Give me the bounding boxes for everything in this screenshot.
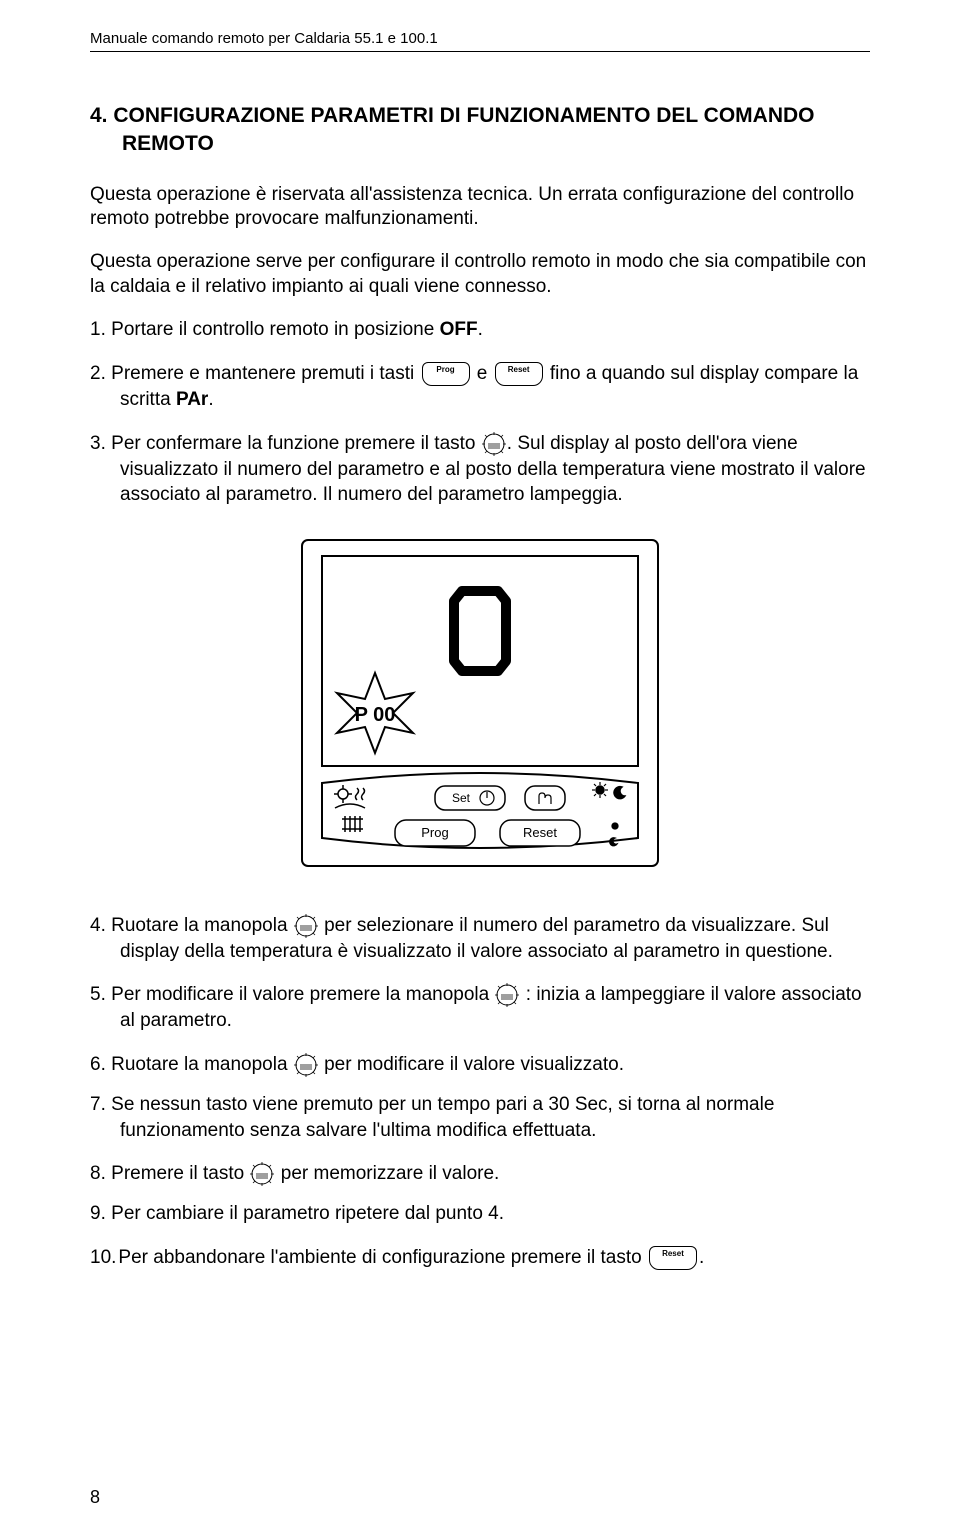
step2-par: PAr (176, 389, 208, 410)
step6-a: Ruotare la manopola (111, 1054, 293, 1075)
step3-a: Per confermare la funzione premere il ta… (111, 433, 481, 454)
step-8: Premere il tasto per memorizzare il valo… (90, 1161, 870, 1187)
step6-b: per modificare il valore visualizzato. (319, 1054, 624, 1075)
step1-a: Portare il controllo remoto in posizione (111, 319, 439, 340)
step2-b: e (472, 363, 493, 384)
step4-a: Ruotare la manopola (111, 915, 293, 936)
section-title: 4. CONFIGURAZIONE PARAMETRI DI FUNZIONAM… (90, 102, 870, 159)
step-10: 10.Per abbandonare l'ambiente di configu… (90, 1245, 870, 1271)
knob-icon (293, 913, 319, 939)
intro-para-1: Questa operazione è riservata all'assist… (90, 183, 870, 232)
step-4: Ruotare la manopola per selezionare il n… (90, 913, 870, 965)
step-5: Per modificare il valore premere la mano… (90, 982, 870, 1034)
page-number: 8 (90, 1487, 100, 1508)
device-set-label: Set (452, 791, 471, 805)
prog-label: Prog (423, 365, 469, 376)
device-prog-label: Prog (421, 825, 448, 840)
step-6: Ruotare la manopola per modificare il va… (90, 1052, 870, 1078)
intro-para-2: Questa operazione serve per configurare … (90, 250, 870, 299)
reset-label: Reset (496, 365, 542, 376)
device-illustration: P 00 Set (300, 538, 660, 873)
step2-a: Premere e mantenere premuti i tasti (111, 363, 419, 384)
knob-icon (249, 1161, 275, 1187)
step8-a: Premere il tasto (111, 1163, 249, 1184)
step-3: Per confermare la funzione premere il ta… (90, 431, 870, 508)
step10-a: Per abbandonare l'ambiente di configuraz… (118, 1247, 647, 1268)
knob-icon (481, 431, 507, 457)
section-title-l2: REMOTO (90, 130, 870, 158)
reset-button-icon: Reset (495, 361, 543, 387)
device-reset-label: Reset (523, 825, 557, 840)
step-9: Per cambiare il parametro ripetere dal p… (90, 1201, 870, 1227)
reset-button-icon: Reset (649, 1245, 697, 1271)
step5-a: Per modificare il valore premere la mano… (111, 984, 494, 1005)
step1-off: OFF (440, 319, 478, 340)
step1-b: . (478, 319, 483, 340)
step-7: Se nessun tasto viene premuto per un tem… (90, 1092, 870, 1143)
section-title-l1: CONFIGURAZIONE PARAMETRI DI FUNZIONAMENT… (113, 104, 814, 127)
step2-d: . (208, 389, 213, 410)
knob-icon (494, 982, 520, 1008)
prog-button-icon: Prog (422, 361, 470, 387)
step-1: Portare il controllo remoto in posizione… (90, 317, 870, 343)
page-header: Manuale comando remoto per Caldaria 55.1… (90, 30, 870, 52)
device-p-label: P 00 (355, 704, 396, 726)
step8-b: per memorizzare il valore. (275, 1163, 499, 1184)
step9-text: Per cambiare il parametro ripetere dal p… (111, 1203, 504, 1224)
section-number: 4. (90, 104, 108, 127)
step7-text: Se nessun tasto viene premuto per un tem… (111, 1094, 774, 1141)
step-2: Premere e mantenere premuti i tasti Prog… (90, 361, 870, 412)
reset-label-2: Reset (650, 1249, 696, 1260)
step10-b: . (699, 1247, 704, 1268)
knob-icon (293, 1052, 319, 1078)
